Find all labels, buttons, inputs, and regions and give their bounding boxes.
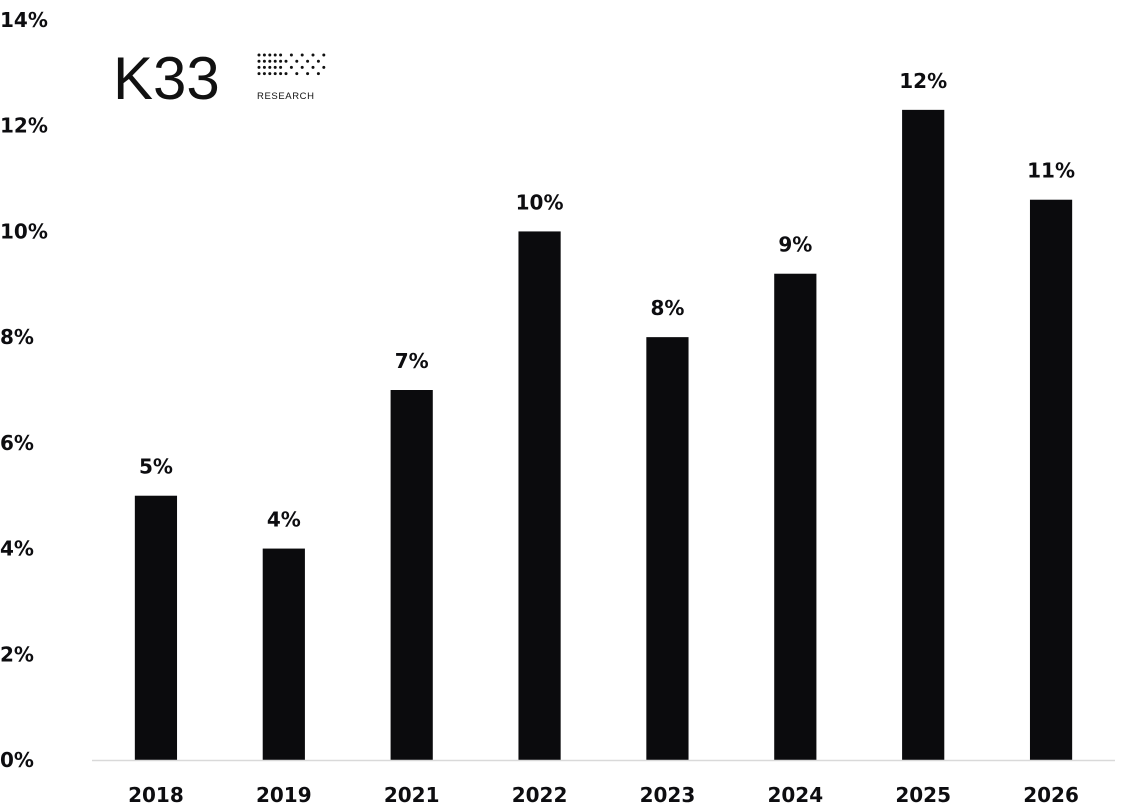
logo-dot: [268, 53, 272, 57]
y-tick-label: 2%: [0, 642, 34, 666]
logo-dot: [268, 65, 272, 69]
y-axis: 0% 2% 4% 6% 8% 10% 12% 14%: [0, 8, 48, 772]
bar-2022: [518, 231, 561, 760]
logo-dot: [311, 65, 315, 69]
y-tick-label: 0%: [0, 748, 34, 772]
logo-dot-pattern-icon: [257, 53, 326, 76]
data-label-2019: 4%: [267, 508, 301, 532]
logo-dot: [306, 59, 310, 63]
y-tick-label: 12%: [0, 114, 48, 138]
logo-dot: [262, 72, 266, 76]
logo-dot: [279, 53, 283, 57]
data-label-2024: 9%: [778, 233, 812, 257]
logo-dot: [311, 53, 315, 57]
data-labels: 5% 4% 7% 10% 8% 9% 12% 11%: [139, 69, 1075, 532]
logo-dot: [295, 72, 299, 76]
bar-2018: [134, 495, 178, 760]
x-tick-label: 2025: [895, 783, 951, 807]
logo-dot: [273, 72, 277, 76]
logo-dot: [289, 53, 293, 57]
logo-dot: [273, 65, 277, 69]
logo-dot: [262, 65, 266, 69]
data-label-2023: 8%: [650, 296, 684, 320]
y-tick-label: 14%: [0, 8, 48, 32]
data-label-2022: 10%: [516, 190, 564, 214]
x-tick-label: 2022: [512, 783, 568, 807]
logo-dot: [295, 59, 299, 63]
logo-dot: [268, 59, 272, 63]
bar-2023: [646, 337, 689, 760]
bar-2021: [390, 390, 433, 760]
logo-dot: [300, 53, 304, 57]
x-tick-label: 2026: [1023, 783, 1079, 807]
logo-dot: [262, 59, 266, 63]
logo-dot: [273, 53, 277, 57]
logo-dot: [322, 53, 326, 57]
logo-dot: [268, 72, 272, 76]
logo-dot: [273, 59, 277, 63]
logo-dot: [306, 72, 310, 76]
logo-dot: [279, 72, 283, 76]
bar-2026: [1029, 199, 1073, 760]
y-tick-label: 6%: [0, 431, 34, 455]
k33-research-logo: K33 RESEARCH: [113, 45, 326, 112]
bar-2019: [262, 548, 305, 760]
logo-subtitle: RESEARCH: [257, 91, 315, 102]
logo-dot: [322, 65, 326, 69]
logo-dot: [257, 65, 261, 69]
y-tick-label: 8%: [0, 325, 34, 349]
logo-dot: [279, 59, 283, 63]
data-label-2018: 5%: [139, 455, 173, 479]
logo-dot: [257, 53, 261, 57]
logo-wordmark: K33: [113, 45, 220, 112]
logo-dot: [262, 53, 266, 57]
logo-dot: [284, 72, 288, 76]
data-label-2025: 12%: [899, 69, 947, 93]
logo-dot: [316, 59, 320, 63]
logo-dot: [257, 72, 261, 76]
x-axis: 2018 2019 2021 2022 2023 2024 2025 2026: [128, 783, 1079, 807]
logo-dot: [279, 65, 283, 69]
x-tick-label: 2019: [256, 783, 312, 807]
bar-2024: [774, 273, 817, 760]
x-tick-label: 2024: [767, 783, 823, 807]
data-label-2026: 11%: [1027, 159, 1075, 183]
data-label-2021: 7%: [395, 349, 429, 373]
x-tick-label: 2018: [128, 783, 184, 807]
logo-dot: [300, 65, 304, 69]
bar-2025: [902, 109, 945, 761]
bars: [134, 109, 1073, 761]
y-tick-label: 4%: [0, 537, 34, 561]
y-tick-label: 10%: [0, 219, 48, 243]
logo-dot: [316, 72, 320, 76]
x-tick-label: 2021: [384, 783, 440, 807]
logo-dot: [289, 65, 293, 69]
x-tick-label: 2023: [640, 783, 696, 807]
logo-dot: [257, 59, 261, 63]
logo-dot: [284, 59, 288, 63]
